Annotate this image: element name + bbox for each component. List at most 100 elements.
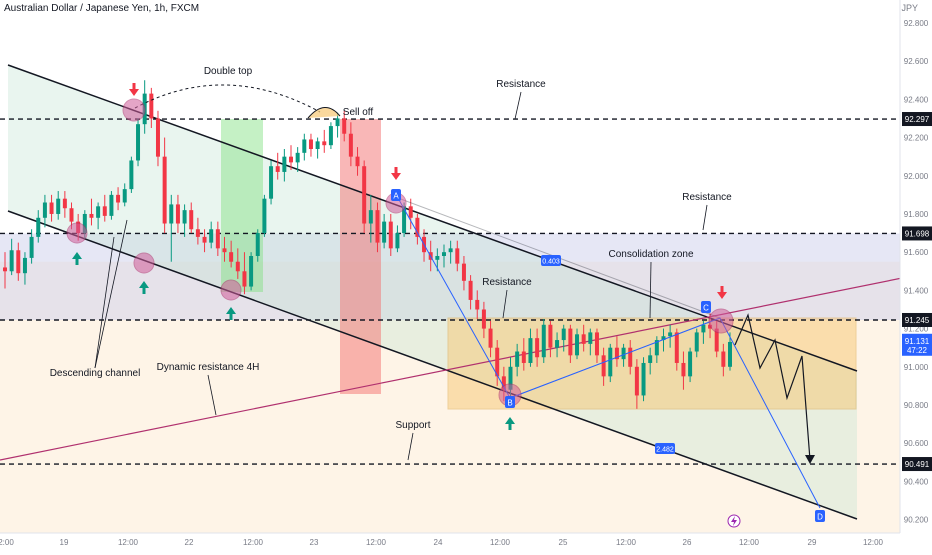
price-tick-label: 90.600 [904,439,929,448]
time-tick-label: 12:00 [739,538,760,547]
candle-body [441,252,446,256]
price-label-text: 92.297 [905,115,930,124]
pattern-point-label: C [703,304,709,313]
candle-body [674,332,679,363]
candle-body [568,328,573,356]
buy-arrow-icon [139,281,149,288]
sell-arrow-icon [129,89,139,96]
candle-body [701,324,706,333]
price-tick-label: 91.200 [904,325,929,334]
candle-body [275,166,280,172]
candle-body [395,233,400,249]
candle-body [668,332,673,337]
annotation-pointer [407,432,414,461]
pattern-point-badge [815,510,825,522]
candle-body [229,252,234,262]
pattern-point-badge [701,301,711,313]
projection-path [734,313,811,461]
price-tick-label: 92.000 [904,172,929,181]
candle-body [269,166,274,199]
candle-body [634,366,639,396]
time-axis-bg [0,533,932,550]
sell-off-arc [307,107,341,119]
price-label-badge [902,312,932,327]
candle-body [116,194,121,203]
candle-body [561,328,566,341]
pattern-point-badge [391,189,401,201]
price-tick-label: 92.200 [904,134,929,143]
annotation-pointer [94,219,128,369]
candle-body [362,166,367,224]
candle-body [3,267,7,272]
candle-body [375,210,380,243]
candle-body [29,236,34,258]
flash-icon-glyph [731,516,737,526]
highlight-circle-0 [122,98,146,122]
buy-arrow-icon-shaft [142,288,146,294]
candle-body [481,309,486,329]
time-tick-label: 19 [60,538,69,547]
candle-body [56,198,61,214]
pattern-point-label: D [817,513,823,522]
candle-body [448,248,453,253]
buy-arrow-icon-shaft [508,424,512,430]
selloff-box [340,119,381,394]
candle-body [508,366,513,390]
candle-body [149,93,154,119]
highlight-circle-3 [220,279,242,301]
candle-body [335,118,340,127]
candle-body [382,221,387,243]
price-label-badge [902,457,932,472]
price-tick-label: 92.600 [904,57,929,66]
candle-body [342,118,347,134]
candle-body [202,236,207,243]
candle-body [9,250,14,272]
candle-body [661,336,666,341]
time-tick-label: 12:00 [118,538,139,547]
pattern-bc-line [509,317,721,399]
time-tick-label: 24 [434,538,443,547]
sell-arrow-icon-shaft [132,83,136,89]
candle-body [548,324,553,348]
candle-body [648,355,653,363]
candle-body [581,334,586,344]
annotation-label-2: Resistance [496,79,546,90]
candle-body [42,202,47,218]
candle-body [222,248,227,253]
price-tick-label: 92.400 [904,95,929,104]
double-top-arc [134,84,321,113]
measurement-label: 0.403 [542,259,560,266]
sell-off-cap [308,107,340,118]
candle-body [262,198,267,234]
highlight-circle-2 [133,252,155,274]
candle-body [621,347,626,360]
time-tick-label: 12:00 [366,538,387,547]
candle-body [588,332,593,344]
price-tick-label: 90.200 [904,516,929,525]
candle-body [155,118,160,157]
time-tick-label: 29 [808,538,817,547]
candle-body [628,347,633,367]
candle-body [282,156,287,172]
current-price-text: 91.131 [905,337,930,346]
time-tick-label: 12:00 [616,538,637,547]
annotation-pointer [94,236,115,369]
candle-body [302,139,307,153]
candle-body [528,338,533,363]
buy-arrow-icon-shaft [229,314,233,320]
candle-body [601,355,606,377]
annotation-pointer [702,204,708,231]
chart-title: Australian Dollar / Japanese Yen, 1h, FX… [4,3,200,14]
candle-body [415,217,420,237]
candle-body [355,156,360,167]
buy-arrow-icon-shaft [75,259,79,265]
resistance-zone-bg [0,233,900,320]
pattern-point-label: A [393,192,399,201]
candle-body [714,328,719,352]
candle-body [614,347,619,360]
price-tick-label: 90.800 [904,401,929,410]
candle-body [535,338,540,358]
time-tick-label: 23 [310,538,319,547]
price-tick-label: 92.800 [904,19,929,28]
